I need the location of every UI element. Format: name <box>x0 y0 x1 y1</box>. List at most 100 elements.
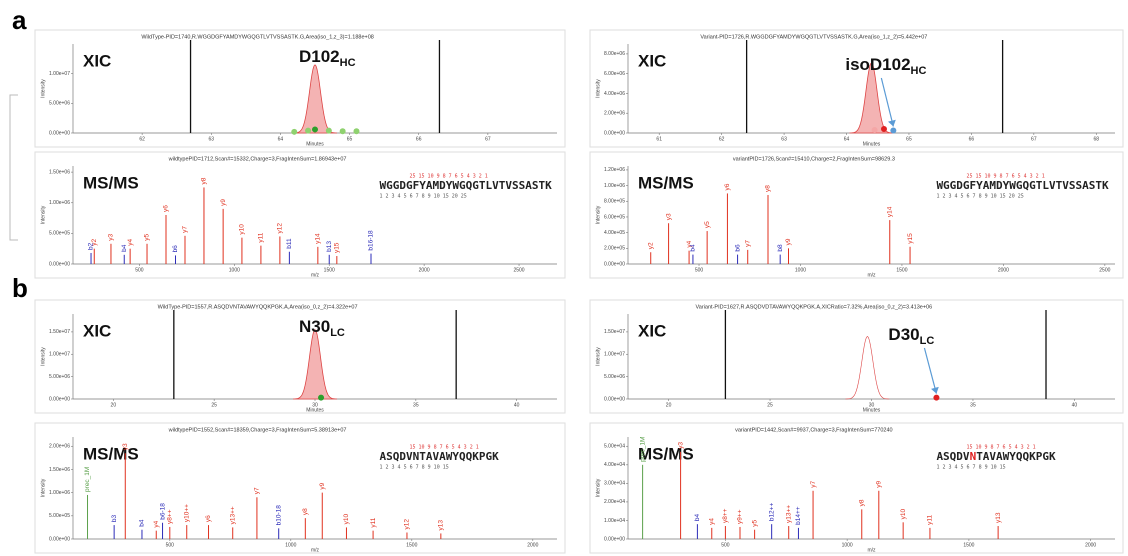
xic-point <box>933 394 940 401</box>
peak-label-main: D30 <box>888 325 919 344</box>
peak-label-sub: LC <box>330 327 345 339</box>
xic-point <box>339 128 346 135</box>
ion-label: y8++ <box>167 509 174 524</box>
y-tick-label: 0.00e+00 <box>49 396 70 402</box>
ion-label: b4 <box>690 244 697 252</box>
ion-label: y12 <box>404 519 411 530</box>
xic-point <box>880 126 887 133</box>
y-tick-label: 0.00e+00 <box>604 396 625 402</box>
y-tick-label: 2.00e+06 <box>604 111 625 117</box>
x-tick-label: 66 <box>416 136 422 142</box>
y-tick-label: 6.00e+06 <box>604 71 625 77</box>
y-axis-label: Intensity <box>595 205 601 224</box>
x-tick-label: 1000 <box>795 267 806 273</box>
y-tick-label: 1.50e+07 <box>49 329 70 335</box>
y-tick-label: 1.00e+07 <box>49 71 70 77</box>
x-tick-label: 1000 <box>285 542 296 548</box>
xic-point <box>890 127 897 134</box>
ion-label: y13++ <box>785 505 792 523</box>
ion-label: y10 <box>239 224 246 235</box>
xic-point <box>312 126 318 133</box>
ion-label: b13 <box>326 241 333 252</box>
ion-label: b2 <box>88 242 95 250</box>
x-axis-label: Minutes <box>306 407 324 413</box>
ion-label: y9++ <box>737 509 744 524</box>
x-axis-label: m/z <box>867 272 876 278</box>
ion-label: y14 <box>315 233 322 244</box>
x-tick-label: 1500 <box>324 267 335 273</box>
ion-label: b10-18 <box>275 505 282 526</box>
ion-label: y8 <box>201 177 208 184</box>
ion-label: y13 <box>438 520 445 531</box>
y-tick-label: 1.50e+06 <box>49 169 70 175</box>
ion-label: y14 <box>886 206 893 217</box>
y-axis-label: Intensity <box>40 205 46 224</box>
x-tick-label: 2000 <box>1085 542 1096 548</box>
x-tick-label: 67 <box>485 136 491 142</box>
x-tick-label: 25 <box>211 402 217 408</box>
y-axis-label: Intensity <box>40 79 46 98</box>
peak-label-main: N30 <box>299 317 330 336</box>
ladder-bottom: 1 2 3 4 5 6 7 8 9 10 15 20 25 <box>380 194 467 200</box>
panel-letter: a <box>12 5 27 35</box>
ion-label: y3 <box>122 443 129 450</box>
x-tick-label: 68 <box>1093 136 1099 142</box>
y-tick-label: 1.00e+07 <box>49 352 70 358</box>
ion-label: y10++ <box>183 504 190 522</box>
x-axis-label: m/z <box>867 547 876 553</box>
y-tick-label: 5.00e+05 <box>49 231 70 237</box>
ion-label: y7 <box>810 481 817 488</box>
y-tick-label: 0.00e+00 <box>49 130 70 136</box>
y-tick-label: 2.00e+05 <box>604 246 625 252</box>
ladder-top: 25 15 10 9 8 7 6 5 4 3 2 1 <box>966 174 1044 180</box>
ion-label: y4 <box>153 520 160 527</box>
ion-label: y6 <box>163 205 170 212</box>
panel-header: wildtypePID=1552,Scan#=18359,Charge=3,Fr… <box>168 427 347 433</box>
peak-label-sub: HC <box>340 57 356 69</box>
x-tick-label: 20 <box>111 402 117 408</box>
sequence-part: N <box>970 450 977 463</box>
y-tick-label: 2.00e+06 <box>49 444 70 450</box>
x-tick-label: 65 <box>906 136 912 142</box>
peak-label: D102HC <box>299 47 356 68</box>
x-tick-label: 1500 <box>896 267 907 273</box>
ion-label: y12 <box>277 223 284 234</box>
x-tick-label: 40 <box>1072 402 1078 408</box>
ion-label: y5 <box>751 519 758 526</box>
panel-tag: MS/MS <box>83 444 139 463</box>
y-tick-label: 1.50e+06 <box>49 467 70 473</box>
panel-frame <box>589 151 1124 279</box>
x-tick-label: 20 <box>666 402 672 408</box>
xic-point <box>305 127 312 134</box>
ion-label: y6 <box>724 183 731 190</box>
y-tick-label: 5.00e+06 <box>49 374 70 380</box>
x-tick-label: 500 <box>166 542 175 548</box>
y-tick-label: 0.00e+00 <box>49 261 70 267</box>
sequence-part: ASQDVNTAVAWYQQKPGK <box>380 450 500 463</box>
ion-label: y8 <box>765 185 772 192</box>
ladder-top: 25 15 10 9 8 7 6 5 4 3 2 1 <box>410 174 488 180</box>
x-tick-label: 64 <box>844 136 850 142</box>
ion-label: y3 <box>677 442 684 449</box>
peak-label-sub: HC <box>911 65 927 77</box>
ion-label: y9 <box>220 199 227 206</box>
ion-label: y15 <box>907 233 914 244</box>
x-tick-label: 500 <box>695 267 704 273</box>
ion-label: prec_1M <box>639 437 646 462</box>
ion-label: b6 <box>172 245 179 253</box>
panel-frame <box>34 422 566 554</box>
y-tick-label: 8.00e+05 <box>604 199 625 205</box>
y-tick-label: 4.00e+06 <box>604 91 625 97</box>
peptide-sequence: WGGDGFYAMDYWGQGTLVTVSSASTK <box>380 179 553 192</box>
ladder-top: 15 10 9 8 7 6 5 4 3 2 1 <box>410 445 479 451</box>
ion-label: y8 <box>302 508 309 515</box>
ion-label: y8++ <box>722 508 729 523</box>
ion-label: y3 <box>665 213 672 220</box>
ion-label: b6 <box>734 244 741 252</box>
y-tick-label: 0.00e+00 <box>604 536 625 542</box>
panel-header: wildtypePID=1712,Scan#=15332,Charge=3,Fr… <box>168 156 347 162</box>
y-tick-label: 1.00e+04 <box>604 518 625 524</box>
panel-frame <box>34 299 566 414</box>
y-axis-label: Intensity <box>40 478 46 497</box>
sequence-part: ASQDV <box>936 450 969 463</box>
